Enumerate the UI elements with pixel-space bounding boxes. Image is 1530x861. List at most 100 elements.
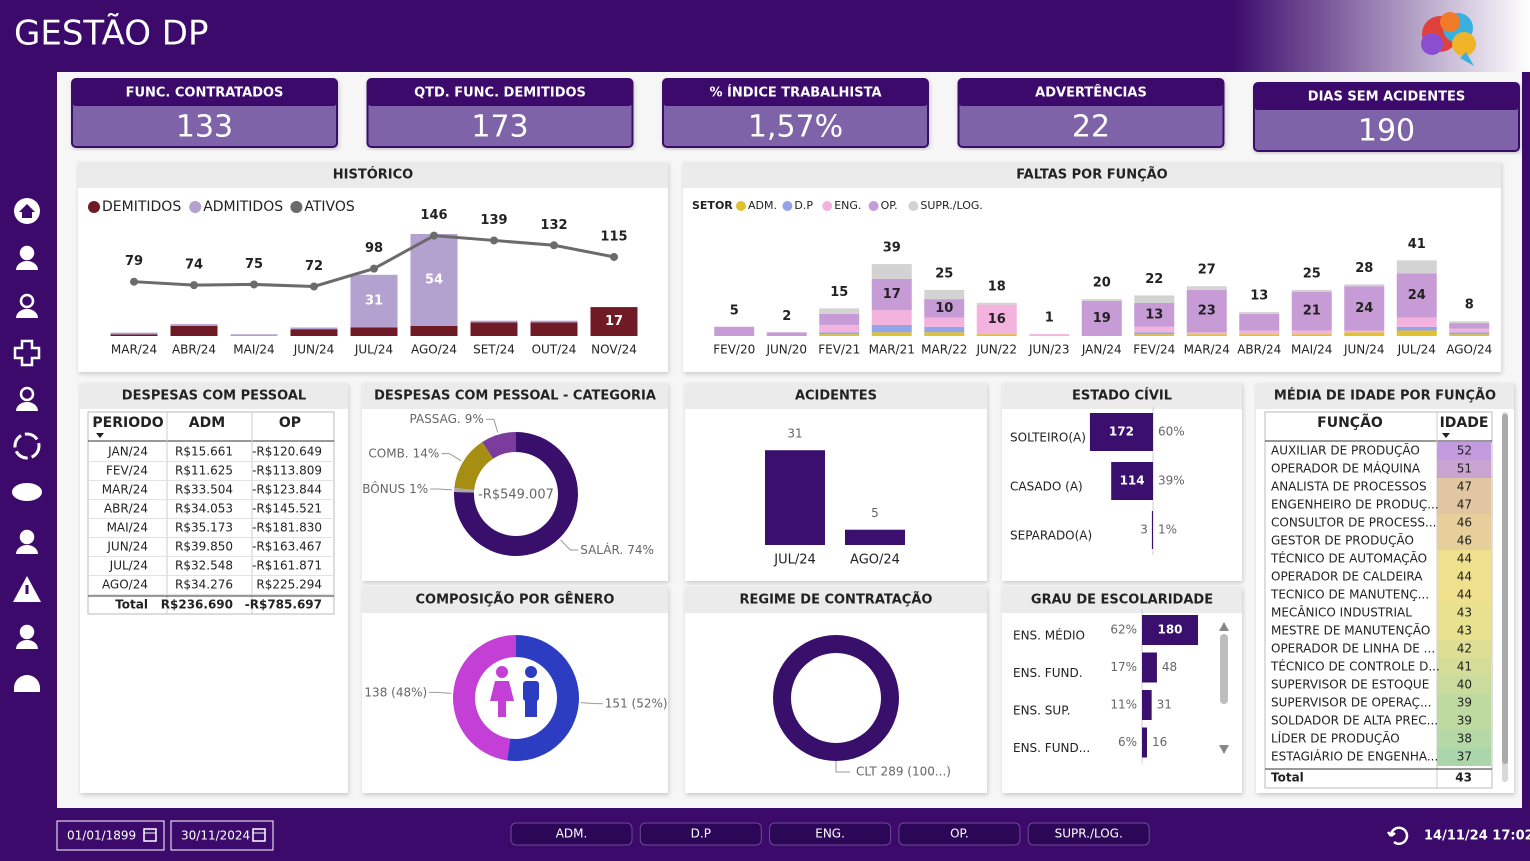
bar-label: 31: [365, 294, 383, 309]
bar-label: 24: [1355, 301, 1373, 316]
percent-label: 60%: [1158, 425, 1185, 439]
filter-button[interactable]: [510, 822, 633, 846]
nav-icon[interactable]: [16, 293, 38, 318]
category-label: SEPARADO(A): [1010, 529, 1092, 543]
calendar-icon: [143, 828, 157, 842]
nav-icon[interactable]: [14, 675, 40, 692]
x-tick-label: MAI/24: [1291, 343, 1332, 357]
legend-marker: [868, 201, 879, 211]
date-text: 30/11/2024: [181, 829, 250, 843]
bar-segment: [1239, 330, 1280, 335]
panel-header: [362, 587, 668, 613]
icon-shape: [19, 293, 35, 309]
nav-icon[interactable]: [12, 483, 42, 501]
icon-shape: [16, 402, 38, 411]
icon-shape: [16, 545, 38, 554]
line-label: 132: [540, 218, 567, 233]
icon-shape: [19, 204, 35, 218]
bar: [765, 450, 825, 545]
nav-icon[interactable]: [14, 198, 40, 224]
bar-segment: [924, 332, 965, 336]
filter-button[interactable]: [769, 822, 892, 846]
bar-segment: [410, 234, 458, 326]
scroll-up[interactable]: [1219, 622, 1229, 631]
donut-slice: [482, 432, 516, 459]
category-label: ENS. FUND...: [1013, 741, 1090, 755]
table-cell: R$34.053: [175, 502, 233, 516]
filter-button[interactable]: [898, 822, 1021, 846]
x-tick-label: JUN/20: [765, 343, 807, 357]
refresh-icon[interactable]: [1387, 826, 1409, 845]
leader-line: [835, 761, 850, 773]
icon-shape: [19, 529, 35, 545]
timestamp: 14/11/24 17:02: [1424, 829, 1530, 844]
bar-label: 5: [871, 506, 879, 520]
date-picker[interactable]: [170, 820, 274, 851]
table-cell: 47: [1457, 480, 1472, 494]
bar-segment: [1239, 334, 1280, 336]
bar-segment: [1186, 332, 1227, 335]
kpi-header: [663, 79, 928, 106]
table-cell: 39: [1457, 714, 1472, 728]
panel-title: DESPESAS COM PESSOAL - CATEGORIA: [374, 389, 656, 404]
donut-slice: [454, 442, 494, 490]
filter-label: OP.: [950, 827, 969, 841]
filter-button[interactable]: [1027, 822, 1150, 846]
line-label: 72: [305, 259, 323, 274]
nav-icon[interactable]: [13, 339, 41, 367]
donut-slice: [454, 488, 475, 493]
bar-label: 54: [425, 272, 443, 287]
filter-button[interactable]: [639, 822, 762, 846]
heat-cell: [1437, 532, 1491, 550]
bar-label: 172: [1109, 425, 1134, 439]
icon-shape: [13, 339, 41, 367]
total-cell: -R$785.697: [245, 598, 322, 612]
total-cell: 43: [1455, 771, 1472, 785]
nav-icon[interactable]: [16, 245, 38, 270]
table-cell: 42: [1457, 642, 1472, 656]
x-tick-label: MAI/24: [233, 343, 274, 357]
x-tick-label: MAR/21: [869, 343, 915, 357]
icon-shape: [13, 432, 41, 460]
line-label: 79: [125, 254, 143, 269]
line-point: [190, 281, 198, 290]
panel-title: MÉDIA DE IDADE POR FUNÇÃO: [1274, 388, 1496, 404]
bar-segment: [819, 313, 860, 325]
category-label: ENS. FUND.: [1013, 666, 1083, 680]
legend-label: D.P: [794, 199, 813, 212]
total-label: 13: [1250, 289, 1268, 304]
date-picker[interactable]: [56, 820, 165, 851]
kpi-value: 22: [1072, 110, 1110, 145]
x-tick-label: ABR/24: [1237, 343, 1281, 357]
legend-label: ENG.: [834, 199, 861, 212]
percent-label: 6%: [1118, 735, 1137, 749]
nav-icon[interactable]: [13, 576, 41, 602]
table-cell: 47: [1457, 498, 1472, 512]
panel-title: COMPOSIÇÃO POR GÊNERO: [416, 592, 615, 608]
x-tick-label: FEV/24: [1133, 343, 1175, 357]
bar-segment: [1186, 286, 1227, 290]
table-cell: 37: [1457, 750, 1472, 764]
line-label: 146: [420, 208, 447, 223]
page-title: GESTÃO DP: [14, 14, 208, 54]
nav-icon[interactable]: [16, 386, 38, 411]
total-label: 28: [1355, 261, 1373, 276]
bar-segment: [924, 289, 965, 300]
x-tick-label: NOV/24: [591, 343, 637, 357]
scroll-down[interactable]: [1219, 745, 1229, 754]
bar-segment: [1291, 334, 1332, 336]
scrollbar-thumb[interactable]: [1502, 414, 1508, 764]
table-cell: R$32.548: [175, 559, 233, 573]
table-cell: ABR/24: [104, 502, 148, 516]
nav-icon[interactable]: [13, 432, 41, 460]
bar: [1142, 615, 1198, 645]
table-cell: 52: [1457, 444, 1472, 458]
nav-icon[interactable]: [16, 529, 38, 554]
category-label: BÔNUS: [362, 481, 405, 496]
heat-cell: [1437, 658, 1491, 676]
bar-segment: [1134, 326, 1175, 333]
legend-marker: [908, 201, 919, 211]
nav-icon[interactable]: [16, 624, 38, 649]
